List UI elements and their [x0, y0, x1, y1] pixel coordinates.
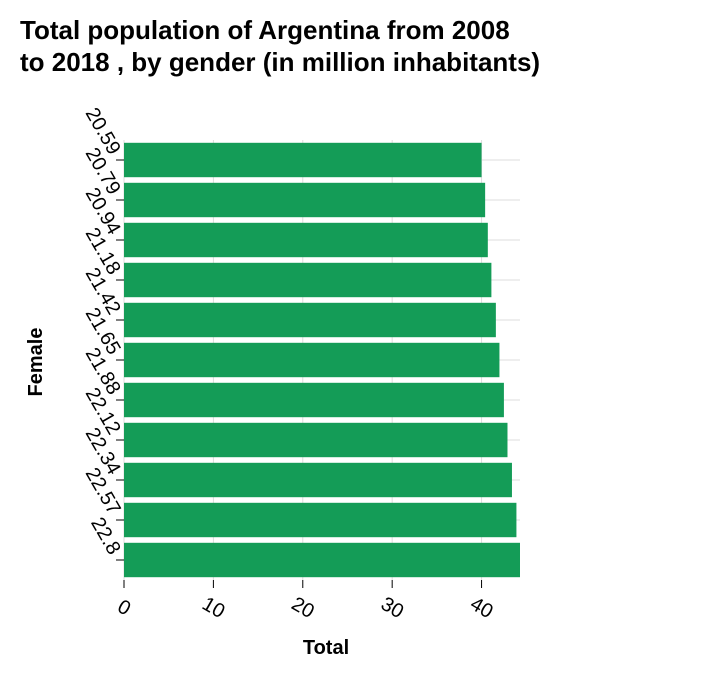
- bar-20.59: [124, 142, 482, 178]
- x-tick-label: 30: [377, 593, 407, 623]
- bar-21.42: [124, 302, 496, 338]
- x-tick-label: 40: [466, 593, 496, 623]
- y-axis-label: Female: [25, 328, 47, 397]
- chart-title: Total population of Argentina from 2008 …: [20, 14, 720, 78]
- bar-20.94: [124, 222, 488, 258]
- bars: [124, 142, 520, 578]
- chart-title-line-2: to 2018 , by gender (in million inhabita…: [20, 47, 541, 77]
- bar-21.88: [124, 382, 504, 418]
- bar-22.34: [124, 462, 512, 498]
- bar-22.12: [124, 422, 508, 458]
- x-tick-label: 20: [288, 593, 318, 623]
- x-tick-label: 10: [198, 593, 228, 623]
- bar-22.57: [124, 502, 517, 538]
- bar-21.65: [124, 342, 500, 378]
- y-tick-label: 22.57: [81, 464, 125, 518]
- x-tick-label: 0: [114, 596, 135, 621]
- bar-20.79: [124, 182, 486, 218]
- chart-title-line-1: Total population of Argentina from 2008: [20, 15, 510, 45]
- bar-21.18: [124, 262, 492, 298]
- x-axis-label: Total: [303, 637, 349, 659]
- bar-22.8: [124, 542, 520, 578]
